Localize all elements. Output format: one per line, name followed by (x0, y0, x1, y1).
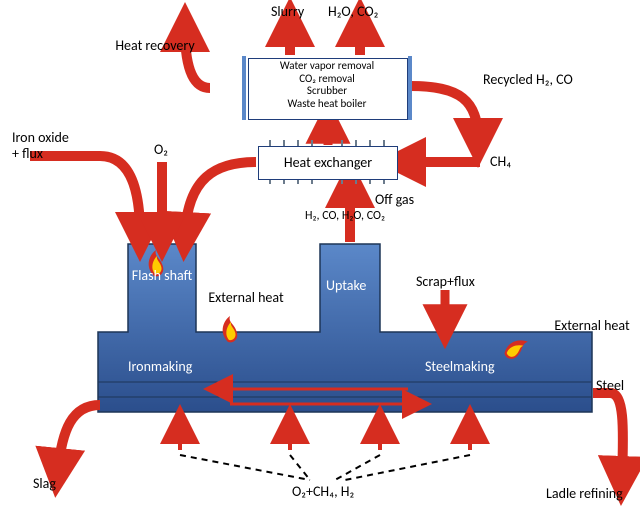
label-off-gas-species: H₂, CO, H₂O, CO₂ (305, 210, 385, 223)
arrow-hex-to-flash (185, 162, 256, 234)
label-steelmaking: Steelmaking (425, 359, 495, 374)
label-flux: + flux (12, 146, 43, 161)
label-uptake: Uptake (326, 278, 366, 293)
label-slurry: Slurry (271, 4, 304, 19)
label-steel: Steel (596, 378, 624, 393)
label-external-heat-left: External heat (208, 290, 284, 305)
label-bottom-gas: O₂+CH₄, H₂ (292, 484, 354, 499)
proc-line-1: Water vapor removal (248, 60, 406, 73)
label-ironmaking: Ironmaking (128, 359, 192, 374)
arrow-steel (593, 393, 623, 478)
proc-line-4: Waste heat boiler (248, 98, 406, 111)
label-slag: Slag (33, 476, 56, 491)
label-heat-recovery: Heat recovery (110, 38, 200, 53)
label-recycled: Recycled H₂, CO (483, 72, 573, 87)
label-flash-shaft: Flash shaft (128, 268, 196, 283)
label-o2: O₂ (154, 142, 168, 157)
arrow-recycled (410, 86, 478, 140)
label-off-gas: Off gas (375, 192, 414, 207)
heat-exchanger-box: Heat exchanger (258, 146, 398, 180)
label-scrap-flux: Scrap+flux (416, 274, 475, 289)
proc-box-lines: Water vapor removal CO₂ removal Scrubber… (248, 60, 406, 111)
arrow-slag (58, 405, 100, 470)
label-h2o-co2: H₂O, CO₂ (328, 4, 378, 19)
heat-exchanger-label: Heat exchanger (284, 154, 372, 171)
label-iron-oxide: Iron oxide (12, 130, 69, 145)
label-ladle: Ladle refining (546, 486, 623, 501)
label-ch4: CH₄ (490, 154, 511, 169)
arrow-iron-oxide (30, 156, 140, 234)
bottom-gas-feed (180, 420, 470, 480)
label-external-heat-right: External heat (554, 318, 630, 333)
